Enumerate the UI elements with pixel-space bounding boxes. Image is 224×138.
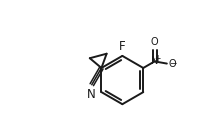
Text: N: N bbox=[87, 88, 95, 101]
Text: F: F bbox=[119, 40, 126, 53]
Text: −: − bbox=[169, 58, 177, 67]
Text: N: N bbox=[151, 56, 158, 66]
Text: O: O bbox=[168, 59, 176, 69]
Text: O: O bbox=[151, 37, 158, 47]
Text: +: + bbox=[154, 54, 160, 63]
